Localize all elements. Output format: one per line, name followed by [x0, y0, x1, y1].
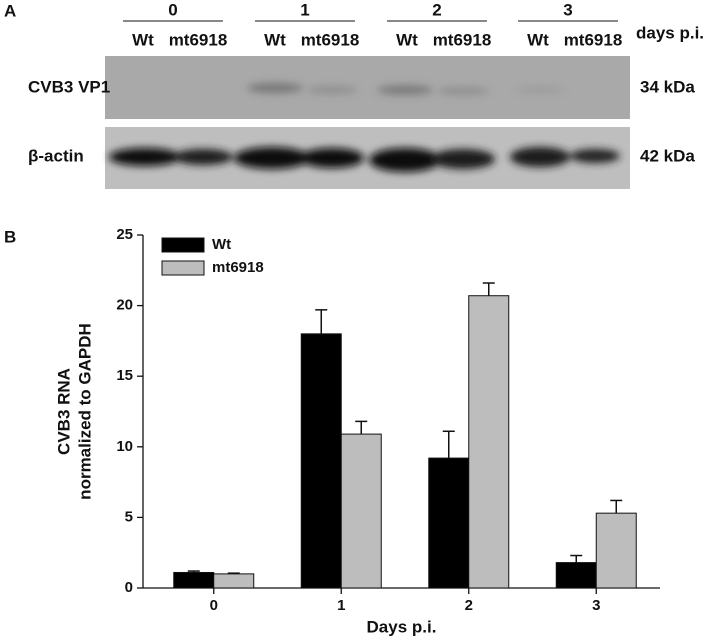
- days-label: days p.i.: [636, 23, 704, 42]
- bar: [428, 457, 470, 589]
- band: [570, 149, 620, 163]
- band: [437, 87, 489, 95]
- bar: [555, 562, 597, 589]
- day-label: 2: [432, 0, 441, 19]
- y-tick-label: 15: [116, 367, 133, 384]
- band: [247, 83, 303, 93]
- y-axis-label: CVB3 RNA: [54, 368, 73, 455]
- lane-label: Wt: [396, 30, 418, 49]
- band: [234, 147, 310, 169]
- vp1-bands: [247, 83, 564, 95]
- lane-label: Wt: [132, 30, 154, 49]
- band: [516, 87, 564, 93]
- bar: [595, 512, 637, 589]
- band: [173, 149, 233, 165]
- band: [510, 147, 570, 167]
- actin-bands: [109, 147, 620, 172]
- lane-label: mt6918: [433, 30, 492, 49]
- band: [109, 148, 181, 166]
- bar: [173, 571, 215, 589]
- day-label: 3: [563, 0, 572, 19]
- x-tick-label: 0: [210, 597, 218, 614]
- y-tick-label: 20: [116, 297, 133, 314]
- lane-label: Wt: [527, 30, 549, 49]
- band: [377, 85, 433, 95]
- y-tick-label: 5: [125, 508, 133, 525]
- band: [369, 148, 441, 172]
- y-tick-label: 0: [125, 579, 133, 596]
- x-tick-label: 3: [592, 597, 600, 614]
- lane-label: mt6918: [564, 30, 623, 49]
- x-tick-label: 1: [337, 597, 345, 614]
- legend-swatch: [161, 260, 205, 276]
- row-label: CVB3 VP1: [28, 77, 110, 96]
- bar: [300, 333, 342, 589]
- day-label: 0: [168, 0, 177, 19]
- band: [300, 148, 364, 168]
- legend-label: Wt: [212, 236, 231, 253]
- size-label: 34 kDa: [640, 77, 695, 96]
- band: [307, 86, 357, 94]
- band: [431, 149, 495, 169]
- bar: [213, 573, 255, 589]
- row-label: β-actin: [28, 146, 84, 165]
- lane-label: Wt: [264, 30, 286, 49]
- x-axis-label: Days p.i.: [367, 617, 437, 636]
- legend-swatch: [161, 237, 205, 253]
- y-axis-label: normalized to GAPDH: [75, 323, 94, 500]
- legend-label: mt6918: [212, 259, 264, 276]
- panel-label: B: [4, 227, 16, 246]
- panel-label: A: [4, 1, 16, 20]
- day-label: 1: [300, 0, 309, 19]
- bar: [468, 295, 510, 589]
- y-tick-label: 25: [116, 226, 133, 243]
- lane-label: mt6918: [301, 30, 360, 49]
- size-label: 42 kDa: [640, 146, 695, 165]
- y-tick-label: 10: [116, 438, 133, 455]
- x-tick-label: 2: [465, 597, 473, 614]
- bar: [340, 433, 382, 589]
- lane-label: mt6918: [169, 30, 228, 49]
